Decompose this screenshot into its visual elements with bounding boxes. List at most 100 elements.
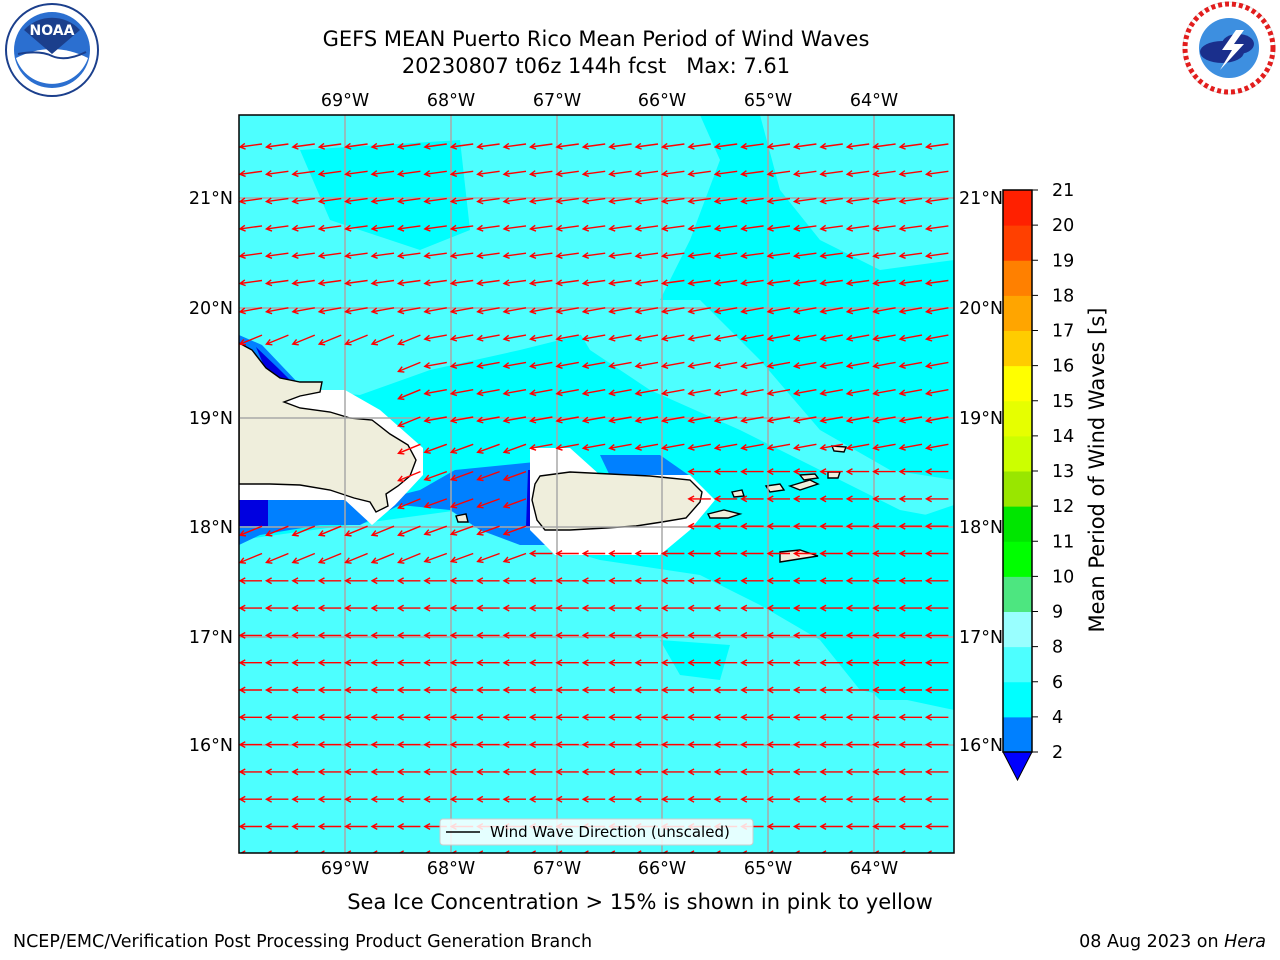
lat-left-label: 16°N <box>189 736 233 756</box>
wind-arrow <box>396 659 421 667</box>
wind-arrow <box>740 522 764 530</box>
wind-arrow <box>239 631 262 639</box>
wind-arrow <box>476 552 500 564</box>
wind-arrow <box>264 604 289 612</box>
wind-arrow <box>872 686 896 694</box>
chart-title: GEFS MEAN Puerto Rico Mean Period of Win… <box>322 27 870 51</box>
wind-arrow <box>476 498 500 509</box>
wind-arrow <box>476 170 500 178</box>
lon-top-label: 65°W <box>744 91 792 111</box>
wind-arrow <box>423 470 448 482</box>
wind-arrow <box>845 741 870 749</box>
wind-arrow <box>370 686 394 694</box>
colorbar-tick-label: 16 <box>1052 357 1074 377</box>
wind-arrow <box>898 823 922 830</box>
wind-arrow <box>502 741 526 749</box>
wind-arrow <box>555 170 579 178</box>
wind-arrow <box>555 768 579 776</box>
wind-arrow <box>396 307 421 315</box>
wind-arrow <box>845 197 870 205</box>
wind-arrow <box>449 197 474 205</box>
wind-arrow <box>528 659 553 667</box>
wind-arrow <box>317 525 342 537</box>
wind-arrow <box>766 307 791 315</box>
wind-arrow <box>819 823 843 830</box>
wind-arrow <box>687 768 711 776</box>
wind-arrow <box>634 631 658 639</box>
wind-arrow <box>423 197 447 205</box>
footer-host: Hera <box>1224 932 1266 952</box>
wind-arrow <box>555 279 579 287</box>
wind-arrow <box>924 741 949 749</box>
colorbar-segment <box>1003 576 1032 612</box>
wind-arrow <box>581 741 606 749</box>
wind-arrow <box>792 577 817 585</box>
wind-arrow <box>872 468 896 476</box>
wind-arrow <box>476 389 500 397</box>
wind-arrow <box>502 443 527 454</box>
wind-arrow <box>291 224 315 232</box>
wind-arrow <box>528 577 553 585</box>
wind-arrow <box>397 334 421 346</box>
colorbar-label: Mean Period of Wind Waves [s] <box>1085 307 1109 633</box>
wind-arrow <box>845 795 870 803</box>
colorbar-tick-label: 8 <box>1052 638 1063 658</box>
wind-arrow <box>239 823 262 830</box>
wind-arrow <box>317 631 342 639</box>
colorbar-tick-label: 18 <box>1052 286 1074 306</box>
wind-arrow <box>608 741 632 749</box>
wind-arrow <box>528 361 553 369</box>
wind-arrow <box>344 279 368 287</box>
wind-arrow <box>766 631 790 639</box>
wind-arrow <box>660 713 685 721</box>
wind-arrow <box>740 713 764 721</box>
wind-arrow <box>872 389 896 397</box>
wind-arrow <box>687 659 711 667</box>
wind-arrow <box>766 416 791 424</box>
wind-arrow <box>608 416 632 424</box>
lat-left-label: 21°N <box>189 189 233 209</box>
lon-bottom-label: 64°W <box>850 859 898 879</box>
wind-arrow <box>819 768 843 776</box>
wind-arrow <box>845 142 870 150</box>
wind-arrow <box>872 416 896 424</box>
lon-top-label: 64°W <box>850 91 898 111</box>
wind-arrow <box>528 631 553 639</box>
footer-date: 08 Aug 2023 on Hera <box>1079 932 1266 952</box>
wind-arrow <box>502 795 526 803</box>
wind-arrow <box>608 550 632 557</box>
wind-arrow <box>608 768 632 776</box>
wind-arrow <box>766 577 790 585</box>
wind-arrow <box>502 224 527 232</box>
wind-arrow <box>555 142 579 150</box>
lon-bottom-label: 66°W <box>638 859 686 879</box>
wind-arrow <box>423 741 447 749</box>
wind-arrow <box>581 416 606 424</box>
wind-arrow <box>476 470 500 482</box>
wind-arrow <box>687 142 711 150</box>
wind-arrow <box>819 389 843 397</box>
wind-arrow <box>345 850 352 853</box>
wind-arrow <box>264 224 289 232</box>
wind-arrow <box>528 197 553 205</box>
wind-arrow <box>449 604 474 612</box>
wind-arrow <box>872 224 896 232</box>
wind-arrow <box>502 170 527 178</box>
wind-arrow <box>608 631 632 639</box>
wind-arrow <box>291 552 316 564</box>
wind-arrow <box>713 795 738 803</box>
wind-arrow <box>713 224 738 232</box>
wind-arrow <box>819 550 843 557</box>
wind-arrow <box>291 713 315 721</box>
wind-arrow <box>397 525 421 537</box>
wind-arrow <box>317 741 342 749</box>
wind-arrow <box>449 631 474 639</box>
wind-arrow <box>713 577 738 585</box>
wind-arrow <box>608 252 632 259</box>
wind-arrow <box>845 768 870 776</box>
wind-arrow <box>528 550 553 557</box>
wind-arrow <box>687 279 711 287</box>
wind-arrow <box>713 389 738 397</box>
wind-arrow <box>344 713 368 721</box>
colorbar-segment <box>1003 225 1032 261</box>
